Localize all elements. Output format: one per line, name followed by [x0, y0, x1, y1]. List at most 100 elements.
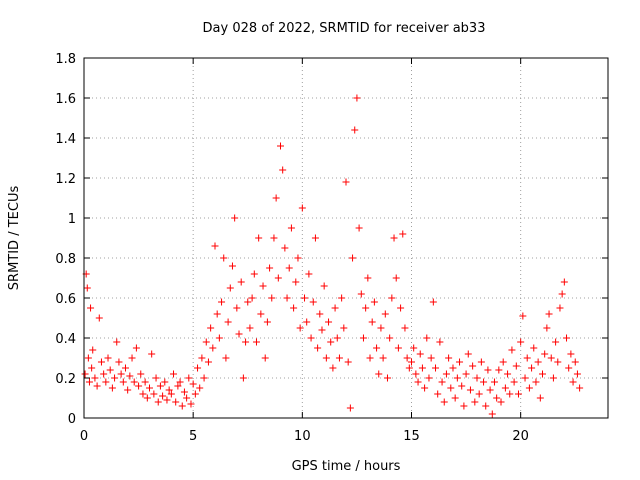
data-point: [368, 318, 376, 326]
data-point: [379, 354, 387, 362]
data-point: [226, 284, 234, 292]
data-point: [397, 304, 405, 312]
data-point: [473, 374, 481, 382]
data-point: [482, 402, 490, 410]
data-point: [558, 290, 566, 298]
data-point: [139, 390, 147, 398]
data-point: [499, 358, 507, 366]
data-point: [121, 364, 129, 372]
data-point: [196, 384, 204, 392]
data-point: [480, 378, 488, 386]
data-point: [364, 274, 372, 282]
data-point: [130, 378, 138, 386]
data-point: [322, 354, 330, 362]
data-point: [464, 350, 472, 358]
data-point: [309, 298, 317, 306]
data-point: [412, 370, 420, 378]
data-point: [325, 318, 333, 326]
data-point: [274, 274, 282, 282]
data-point: [102, 378, 110, 386]
data-point: [528, 364, 536, 372]
data-point: [126, 372, 134, 380]
data-point: [202, 338, 210, 346]
data-point: [113, 338, 121, 346]
data-point: [383, 374, 391, 382]
data-point: [83, 284, 91, 292]
data-point: [477, 358, 485, 366]
data-point: [514, 390, 522, 398]
data-point: [294, 254, 302, 262]
data-point: [539, 370, 546, 378]
data-point: [285, 264, 293, 272]
data-point: [204, 358, 212, 366]
data-point: [425, 374, 433, 382]
data-point: [338, 294, 346, 302]
data-point: [569, 378, 577, 386]
data-point: [449, 364, 457, 372]
data-point: [493, 394, 501, 402]
gridlines: [84, 58, 608, 418]
data-point: [346, 404, 354, 412]
data-point: [388, 294, 396, 302]
data-point: [161, 378, 169, 386]
data-points: [81, 94, 584, 418]
data-point: [447, 384, 455, 392]
data-point: [490, 378, 498, 386]
data-point: [373, 344, 381, 352]
y-axis-ticks: 0 0.2 0.4 0.6 0.8 1 1.2 1.4 1.6 1.8: [55, 52, 608, 427]
data-point: [475, 390, 483, 398]
data-point: [547, 354, 555, 362]
data-point: [512, 362, 520, 370]
data-point: [261, 354, 269, 362]
data-point: [563, 334, 571, 342]
data-point: [392, 274, 400, 282]
data-point: [549, 374, 557, 382]
data-point: [93, 382, 101, 390]
data-point: [530, 344, 538, 352]
data-point: [421, 384, 429, 392]
data-point: [434, 390, 442, 398]
data-point: [410, 344, 418, 352]
data-point: [156, 382, 164, 390]
data-point: [545, 310, 553, 318]
data-point: [488, 410, 496, 418]
x-tick-label: 20: [512, 429, 529, 444]
data-point: [517, 338, 525, 346]
data-point: [143, 394, 151, 402]
data-point: [359, 334, 367, 342]
data-point: [135, 382, 143, 390]
data-point: [117, 370, 125, 378]
data-point: [510, 378, 518, 386]
data-point: [316, 310, 324, 318]
data-point: [506, 390, 514, 398]
data-point: [246, 324, 254, 332]
data-point: [519, 312, 527, 320]
data-point: [521, 374, 529, 382]
data-point: [233, 304, 241, 312]
data-point: [351, 126, 359, 134]
data-point: [340, 324, 348, 332]
x-tick-label: 5: [189, 429, 197, 444]
data-point: [108, 384, 116, 392]
data-point: [401, 324, 409, 332]
data-point: [442, 370, 450, 378]
data-point: [148, 350, 156, 358]
data-point: [100, 370, 108, 378]
data-point: [495, 366, 503, 374]
data-point: [370, 298, 378, 306]
data-point: [353, 94, 361, 102]
data-point: [525, 384, 533, 392]
data-point: [311, 234, 319, 242]
data-point: [357, 290, 365, 298]
data-point: [235, 330, 243, 338]
data-point: [390, 234, 398, 242]
data-point: [95, 314, 103, 322]
data-point: [377, 324, 385, 332]
data-point: [128, 354, 136, 362]
data-point: [423, 334, 431, 342]
data-point: [445, 354, 453, 362]
y-tick-label: 1: [68, 212, 76, 227]
data-point: [532, 378, 540, 386]
data-point: [106, 366, 114, 374]
data-point: [329, 364, 337, 372]
